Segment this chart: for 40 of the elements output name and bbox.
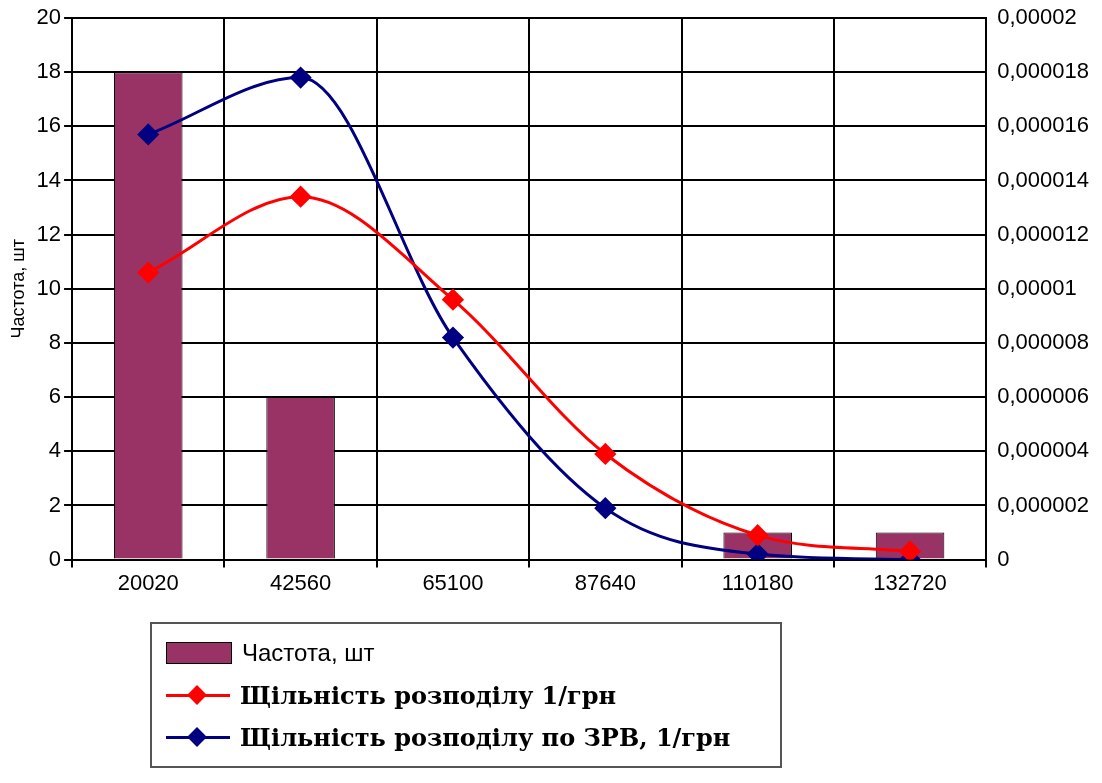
y2-tick-label: 0,000012 bbox=[997, 220, 1090, 246]
y-axis-title: Частота, шт bbox=[7, 239, 28, 339]
legend-label: Щільність розподілу по ЗРВ, 1/грн bbox=[240, 722, 731, 752]
point bbox=[442, 327, 464, 349]
y-tick-label: 4 bbox=[48, 437, 62, 463]
point bbox=[594, 443, 616, 465]
y2-tick-label: 0,000014 bbox=[997, 166, 1090, 192]
y2-tick-label: 0,000002 bbox=[997, 491, 1090, 517]
y-tick-label: 16 bbox=[36, 112, 62, 138]
legend-label: Частота, шт bbox=[242, 639, 375, 667]
y2-tick-label: 0,000018 bbox=[997, 58, 1090, 84]
y-tick-label: 10 bbox=[36, 274, 62, 300]
x-tick-label: 87640 bbox=[574, 569, 636, 595]
point bbox=[137, 262, 159, 284]
x-tick-label: 42560 bbox=[270, 569, 332, 595]
x-tick-label: 20020 bbox=[117, 569, 179, 595]
y2-tick-label: 0,00002 bbox=[997, 4, 1077, 30]
point bbox=[290, 186, 312, 208]
y-tick-label: 12 bbox=[36, 220, 62, 246]
y2-tick-label: 0 bbox=[997, 545, 1010, 571]
legend-label: Щільність розподілу 1/грн bbox=[240, 680, 617, 710]
y-tick-label: 6 bbox=[48, 383, 62, 409]
y-tick-label: 0 bbox=[48, 545, 62, 571]
x-tick-label: 110180 bbox=[721, 569, 794, 595]
y2-tick-label: 0,00001 bbox=[997, 274, 1077, 300]
y2-tick-label: 0,000016 bbox=[997, 112, 1090, 138]
x-tick-label: 132720 bbox=[873, 569, 947, 595]
point bbox=[290, 67, 312, 89]
y2-tick-label: 0,000004 bbox=[997, 437, 1090, 463]
point bbox=[594, 497, 616, 519]
y2-tick-label: 0,000006 bbox=[997, 383, 1090, 409]
point bbox=[442, 289, 464, 311]
y-tick-label: 2 bbox=[48, 491, 62, 517]
y-tick-label: 8 bbox=[48, 329, 62, 355]
point bbox=[137, 123, 159, 145]
y2-tick-label: 0,000008 bbox=[997, 329, 1090, 355]
y-tick-label: 18 bbox=[36, 58, 62, 84]
x-tick-label: 65100 bbox=[422, 569, 484, 595]
y-tick-label: 14 bbox=[36, 166, 62, 192]
y-tick-label: 20 bbox=[36, 4, 62, 30]
